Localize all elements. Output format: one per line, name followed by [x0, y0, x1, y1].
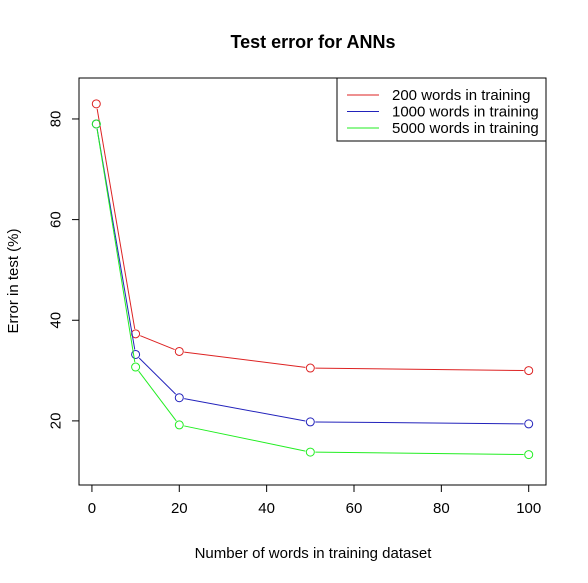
series-line-segment	[138, 370, 177, 422]
series-1	[91, 119, 534, 429]
data-point	[524, 419, 534, 429]
legend-box	[336, 77, 547, 142]
data-point	[174, 420, 184, 430]
series-0	[91, 99, 534, 376]
data-point	[91, 99, 101, 109]
y-tick-label: 40	[47, 312, 64, 329]
x-tick-label: 80	[433, 500, 450, 517]
series-line-segment	[184, 425, 306, 452]
series-line-segment	[315, 421, 524, 425]
legend-label: 200 words in training	[392, 87, 530, 104]
series-line-segment	[96, 128, 136, 363]
x-tick-label: 60	[346, 500, 363, 517]
series-2	[91, 119, 534, 460]
plot-frame	[78, 77, 547, 486]
legend-label: 1000 words in training	[392, 104, 539, 121]
legend-label: 5000 words in training	[392, 120, 539, 137]
series-layer	[91, 99, 534, 460]
x-tick-label: 20	[171, 500, 188, 517]
data-point	[524, 450, 534, 460]
series-line-segment	[138, 357, 177, 395]
series-line-segment	[184, 398, 306, 422]
x-tick-label: 0	[88, 500, 96, 517]
series-line-segment	[184, 351, 306, 368]
x-tick-label: 100	[516, 500, 541, 517]
data-point	[131, 362, 141, 372]
series-line-segment	[315, 451, 524, 456]
series-line-segment	[140, 335, 175, 351]
series-line-segment	[96, 108, 136, 329]
y-tick-label: 80	[47, 111, 64, 128]
data-point	[524, 366, 534, 376]
x-axis-label: Number of words in training dataset	[195, 545, 433, 562]
data-point	[131, 349, 141, 359]
series-line-segment	[315, 367, 524, 372]
y-axis-label: Error in test (%)	[5, 228, 22, 333]
data-point	[305, 447, 315, 457]
y-tick-label: 20	[47, 413, 64, 430]
data-point	[305, 363, 315, 373]
chart-title: Test error for ANNs	[230, 32, 395, 52]
data-point	[174, 393, 184, 403]
y-tick-label: 60	[47, 211, 64, 228]
y-axis: 20 40 60 80	[47, 111, 79, 430]
data-point	[91, 119, 101, 129]
x-axis: 0 20 40 60 80 100	[88, 485, 541, 517]
data-point	[174, 346, 184, 356]
x-tick-label: 40	[258, 500, 275, 517]
data-point	[305, 417, 315, 427]
